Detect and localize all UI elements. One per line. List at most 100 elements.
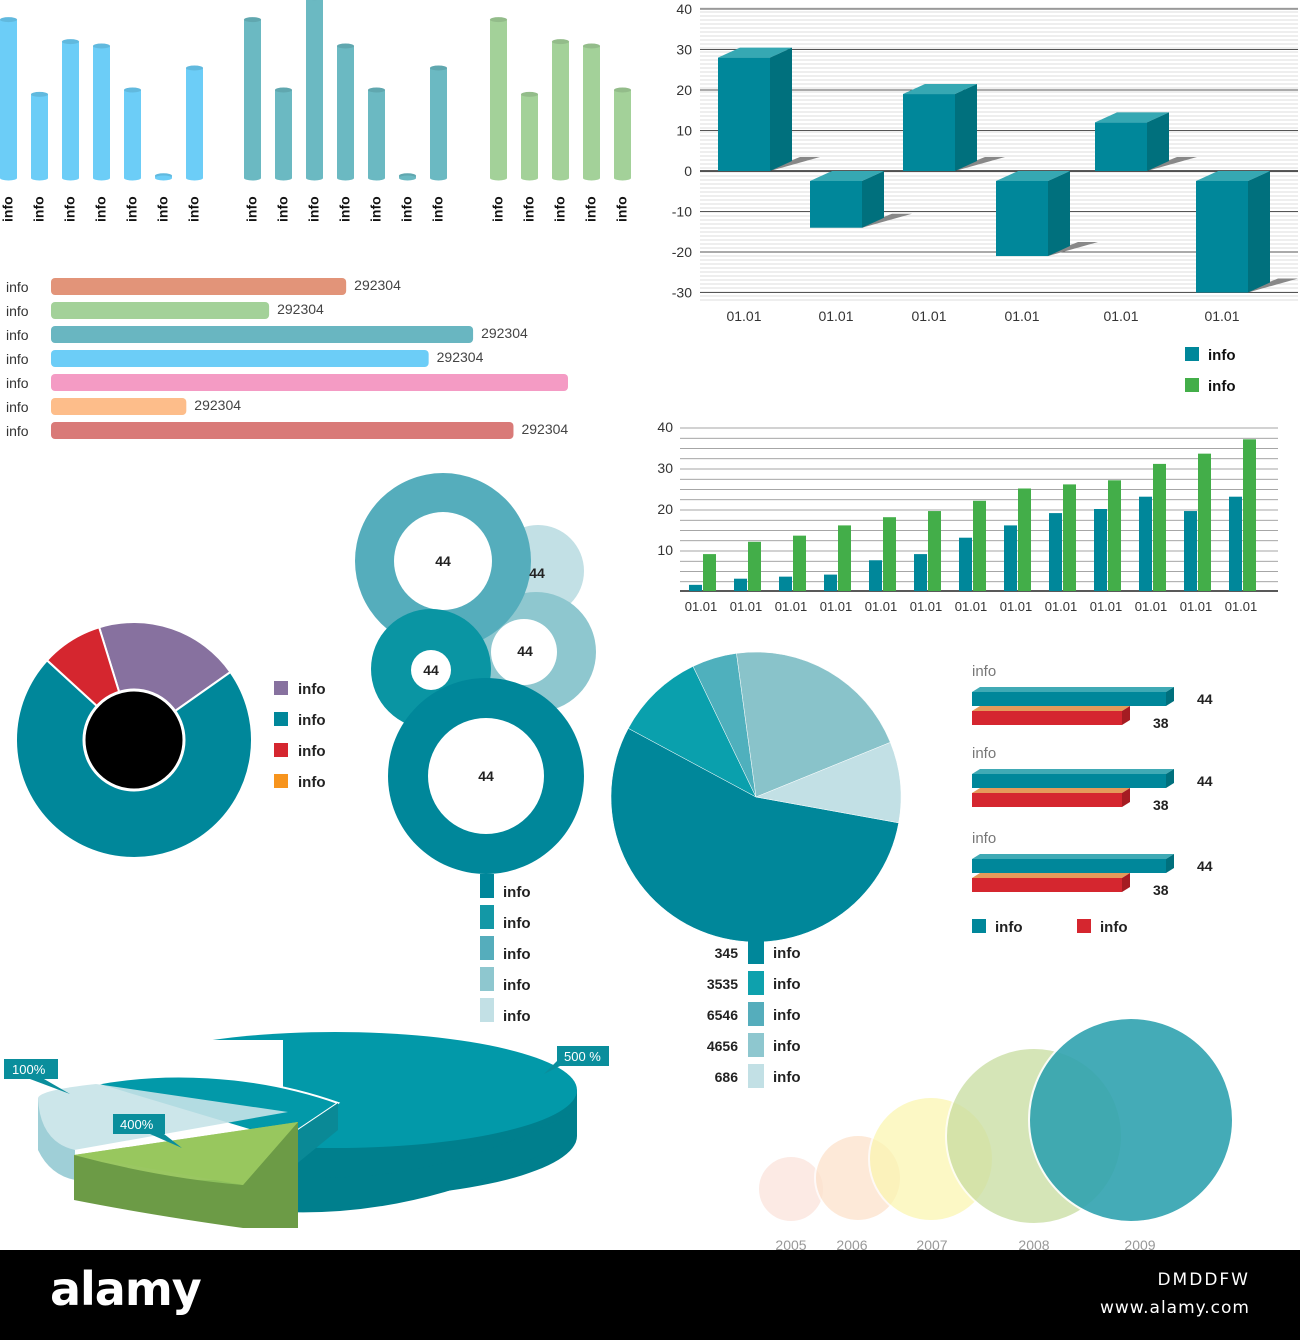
legend-label: info [773,1038,801,1055]
bar-series-2 [973,500,986,591]
bar [51,326,474,343]
bar-series-1 [1094,509,1107,591]
slice-green-side [74,1122,298,1228]
legend-swatch [480,905,494,929]
bar-front [1196,181,1248,293]
legend-label: info [503,946,531,963]
bar-base [0,175,17,181]
bar-series-2 [928,511,941,591]
bar [93,46,110,178]
bar-base [368,175,385,181]
bar [583,46,600,178]
bar-series-2 [1018,488,1031,591]
bar-front [903,94,955,171]
legend-label: info [298,712,326,729]
bar-top [972,769,1174,774]
x-tick-label: 01.01 [911,308,946,324]
x-tick-label: 2007 [916,1237,947,1250]
bar [972,859,1166,873]
bar-series-1 [1004,525,1017,591]
bar-top [972,854,1174,859]
bar-top [810,171,884,181]
bar [31,94,48,178]
pie-slice [755,742,902,824]
category-label: info [6,303,29,319]
y-tick-label: -10 [672,204,692,220]
callout-box [4,1059,58,1079]
bar [51,374,568,391]
bar-side [1166,769,1174,788]
paired-bar-chart: info 44 38 info 44 38 info 44 38 info info [972,663,1213,936]
bubble [1028,1017,1234,1223]
slice-green-face [74,1122,298,1185]
legend-label: info [298,681,326,698]
x-tick-label: 01.01 [1045,599,1078,614]
tick-label: info [583,196,599,222]
bar-cap [368,87,385,93]
legend-swatch [274,681,288,695]
callout-pointer [544,1060,572,1074]
tick-label: info [186,196,202,222]
bar-side [862,171,884,228]
legend-label: info [503,915,531,932]
legend-swatch [748,971,764,995]
bar-cap [614,87,631,93]
bar-top [1095,112,1169,123]
category-label: info [6,423,29,439]
bar-shadow [1048,242,1098,257]
y-tick-label: 30 [676,42,692,58]
x-tick-label: 2005 [775,1237,806,1250]
bar-top [903,84,977,95]
bar [51,302,270,319]
bar-front [810,181,862,228]
bar-shadow [862,213,912,228]
bar-series-1 [869,560,882,591]
bar-series-1 [1139,496,1152,591]
bar-series-1 [914,554,927,591]
category-label: info [6,375,29,391]
bar-cap [124,87,141,93]
bar-series-2 [883,517,896,591]
legend-label: info [773,945,801,962]
bar-series-2 [1108,480,1121,591]
bar-front [996,181,1048,257]
legend-label: info [503,1008,531,1025]
bar-series-2 [1243,439,1256,591]
legend-swatch [480,967,494,991]
legend-swatch [274,743,288,757]
bar-cap [93,43,110,49]
bar-series-2 [793,535,806,591]
bar-side [1248,171,1270,293]
callout-label: 400% [120,1117,154,1132]
legend-swatch [748,940,764,964]
bar-base [583,175,600,181]
legend-label: info [503,977,531,994]
category-label: info [6,327,29,343]
bar-base [306,175,323,181]
bar [972,692,1166,706]
legend-swatch [274,774,288,788]
bar-top [972,706,1130,711]
donut-chart: info info info info [15,621,326,859]
bar-cap [244,17,261,23]
bar-series-2 [838,525,851,591]
legend-label: info [773,976,801,993]
callout-label: 500 % [564,1049,601,1064]
bar-side [770,47,792,171]
legend-value: 345 [715,945,739,961]
tick-label: info [0,196,16,222]
tick-label: info [552,196,568,222]
pie-slice [627,666,757,798]
legend-value: 6546 [707,1007,738,1023]
horizontal-bar-chart: info 292304 info 292304 info 292304 info 292304… [6,277,568,439]
bar-cap [186,65,203,71]
bar [62,41,79,178]
legend-swatch [1185,378,1199,392]
y-tick-label: 20 [676,82,692,98]
bar-top [972,687,1174,692]
bar-series-1 [734,578,747,591]
category-label: info [6,351,29,367]
bar-cap [583,43,600,49]
data-label: 44 [1197,858,1213,874]
bar-base [93,175,110,181]
